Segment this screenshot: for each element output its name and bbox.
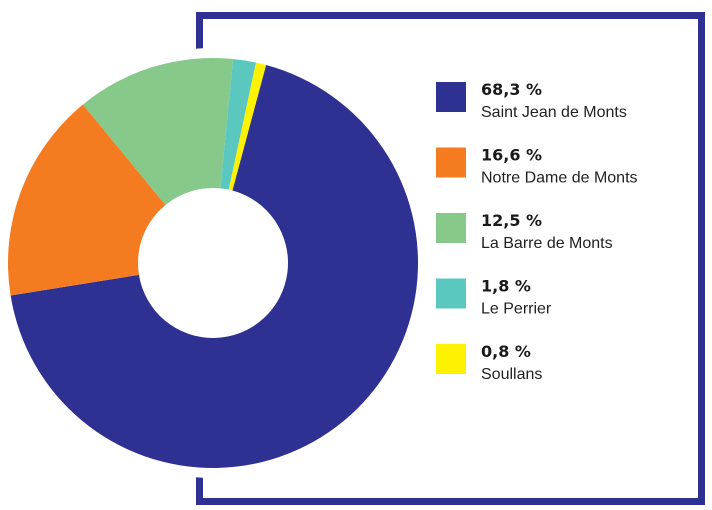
legend-label: Le Perrier [481,301,552,318]
donut-slice [220,58,257,190]
legend-value: 1,8 % [481,277,531,296]
donut-slice [228,62,267,191]
legend-label: Soullans [481,366,542,383]
donut-slice [7,104,166,296]
legend-value: 16,6 % [481,146,542,165]
donut-slice [10,64,419,469]
legend-value: 68,3 % [481,80,542,99]
legend-swatch [436,147,466,178]
legend-label: Notre Dame de Monts [481,170,638,187]
legend-swatch [436,213,466,243]
legend-label: Saint Jean de Monts [481,104,627,121]
legend-swatch [436,278,466,309]
legend-value: 0,8 % [481,342,531,361]
legend-swatch [436,344,466,374]
legend-swatch [436,82,466,112]
legend-label: La Barre de Monts [481,235,613,252]
donut-slice [82,57,234,206]
legend-value: 12,5 % [481,211,542,230]
